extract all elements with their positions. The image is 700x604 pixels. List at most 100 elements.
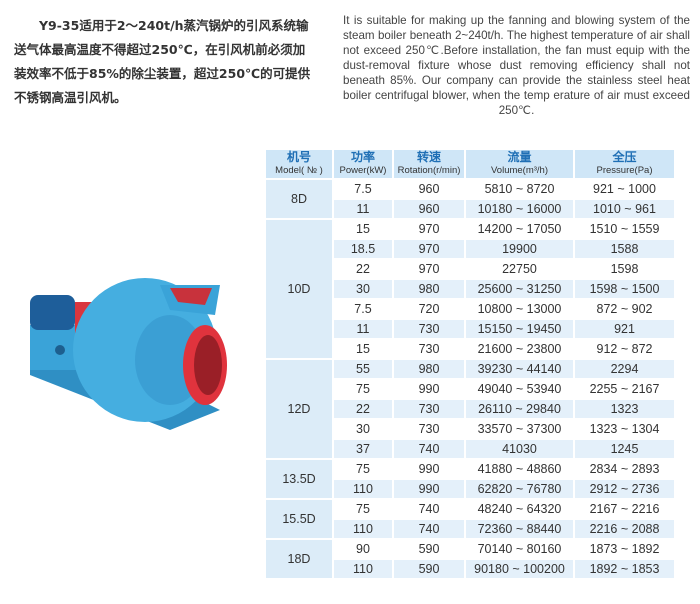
centrifugal-fan-image [30,278,227,430]
rotation-cell: 990 [394,480,464,498]
pressure-cell: 912 ~ 872 [575,340,674,358]
power-cell: 110 [334,560,392,578]
pressure-cell: 1873 ~ 1892 [575,540,674,558]
rotation-cell: 730 [394,320,464,338]
rotation-cell: 730 [394,340,464,358]
table-row: 8D 7.5 960 5810 ~ 8720 921 ~ 1000 [266,180,674,218]
intro-english: It is suitable for making up the fanning… [343,14,690,117]
rotation-cell: 970 [394,220,464,238]
table-row: 110 990 62820 ~ 76780 2912 ~ 2736 [266,480,674,498]
power-cell: 15 [334,220,392,238]
power-cell: 90 [334,540,392,558]
model-cell: 8D [266,180,332,218]
pressure-cell: 2294 [575,360,674,378]
table-row: 30 980 25600 ~ 31250 1598 ~ 1500 [266,280,674,298]
table-row: 22 970 22750 1598 [266,260,674,278]
column-header: 机号 Model( № ) [266,150,332,178]
rotation-cell: 590 [394,540,464,558]
power-cell: 7.5 [334,180,392,198]
volume-cell: 49040 ~ 53940 [466,380,573,398]
pressure-cell: 2834 ~ 2893 [575,460,674,478]
column-header-en: Rotation(r/min) [397,165,461,176]
rotation-cell: 970 [394,240,464,258]
power-cell: 15 [334,340,392,358]
power-cell: 7.5 [334,300,392,318]
volume-cell: 72360 ~ 88440 [466,520,573,538]
volume-cell: 19900 [466,240,573,258]
table-header-row: 机号 Model( № ) 功率 Power(kW) 转速 Rotation(r/min)… [266,150,674,178]
rotation-cell: 990 [394,460,464,478]
rotation-cell: 970 [394,260,464,278]
power-cell: 75 [334,380,392,398]
pressure-cell: 921 ~ 1000 [575,180,674,198]
table-row: 22 730 26110 ~ 29840 1323 [266,400,674,418]
volume-cell: 26110 ~ 29840 [466,400,573,418]
model-cell: 12D [266,360,332,458]
pressure-cell: 1598 ~ 1500 [575,280,674,298]
pressure-cell: 1598 [575,260,674,278]
volume-cell: 22750 [466,260,573,278]
pressure-cell: 1323 [575,400,674,418]
volume-cell: 39230 ~ 44140 [466,360,573,378]
rotation-cell: 740 [394,520,464,538]
volume-cell: 14200 ~ 17050 [466,220,573,238]
rotation-cell: 740 [394,500,464,518]
volume-cell: 21600 ~ 23800 [466,340,573,358]
table-row: 110 590 90180 ~ 100200 1892 ~ 1853 [266,560,674,578]
power-cell: 75 [334,460,392,478]
volume-cell: 5810 ~ 8720 [466,180,573,198]
fan-spec-table: 机号 Model( № ) 功率 Power(kW) 转速 Rotation(r/min)… [264,148,676,580]
volume-cell: 15150 ~ 19450 [466,320,573,338]
model-cell: 15.5D [266,500,332,538]
table-row: 75 990 49040 ~ 53940 2255 ~ 2167 [266,380,674,398]
power-cell: 22 [334,400,392,418]
volume-cell: 62820 ~ 76780 [466,480,573,498]
pressure-cell: 1510 ~ 1559 [575,220,674,238]
rotation-cell: 980 [394,360,464,378]
column-header-zh: 流量 [507,150,532,164]
column-header-zh: 机号 [286,150,311,164]
volume-cell: 33570 ~ 37300 [466,420,573,438]
column-header: 转速 Rotation(r/min) [394,150,464,178]
table-row: 10D 15 970 14200 ~ 17050 1510 ~ 1559 [266,220,674,358]
power-cell: 110 [334,520,392,538]
model-cell: 10D [266,220,332,358]
table-row: 30 730 33570 ~ 37300 1323 ~ 1304 [266,420,674,438]
table-row: 15 730 21600 ~ 23800 912 ~ 872 [266,340,674,358]
table-row: 110 740 72360 ~ 88440 2216 ~ 2088 [266,520,674,538]
pressure-cell: 1010 ~ 961 [575,200,674,218]
table-row: 18D 90 590 70140 ~ 80160 1873 ~ 1892 [266,540,674,578]
table-row: 11 730 15150 ~ 19450 921 [266,320,674,338]
table-row: 12D 55 980 39230 ~ 44140 2294 [266,360,674,458]
volume-cell: 10180 ~ 16000 [466,200,573,218]
pressure-cell: 1323 ~ 1304 [575,420,674,438]
model-cell: 13.5D [266,460,332,498]
rotation-cell: 980 [394,280,464,298]
rotation-cell: 960 [394,200,464,218]
power-cell: 11 [334,320,392,338]
volume-cell: 41030 [466,440,573,458]
column-header-en: Pressure(Pa) [596,165,653,176]
rotation-cell: 730 [394,400,464,418]
volume-cell: 41880 ~ 48860 [466,460,573,478]
power-cell: 37 [334,440,392,458]
column-header-en: Model( № ) [275,165,323,176]
power-cell: 30 [334,280,392,298]
power-cell: 55 [334,360,392,378]
power-cell: 11 [334,200,392,218]
table-row: 13.5D 75 990 41880 ~ 48860 2834 ~ 2893 [266,460,674,498]
pressure-cell: 2255 ~ 2167 [575,380,674,398]
column-header-en: Volume(m³/h) [490,165,548,176]
rotation-cell: 590 [394,560,464,578]
volume-cell: 25600 ~ 31250 [466,280,573,298]
intro-chinese: Y9-35适用于2～240t/h蒸汽锅炉的引风系统输送气体最高温度不得超过250… [14,18,311,105]
table-row: 18.5 970 19900 1588 [266,240,674,258]
table-row: 15.5D 75 740 48240 ~ 64320 2167 ~ 2216 [266,500,674,538]
rotation-cell: 740 [394,440,464,458]
power-cell: 30 [334,420,392,438]
column-header-zh: 功率 [350,150,375,164]
pressure-cell: 2167 ~ 2216 [575,500,674,518]
pressure-cell: 1245 [575,440,674,458]
table-row: 11 960 10180 ~ 16000 1010 ~ 961 [266,200,674,218]
power-cell: 110 [334,480,392,498]
